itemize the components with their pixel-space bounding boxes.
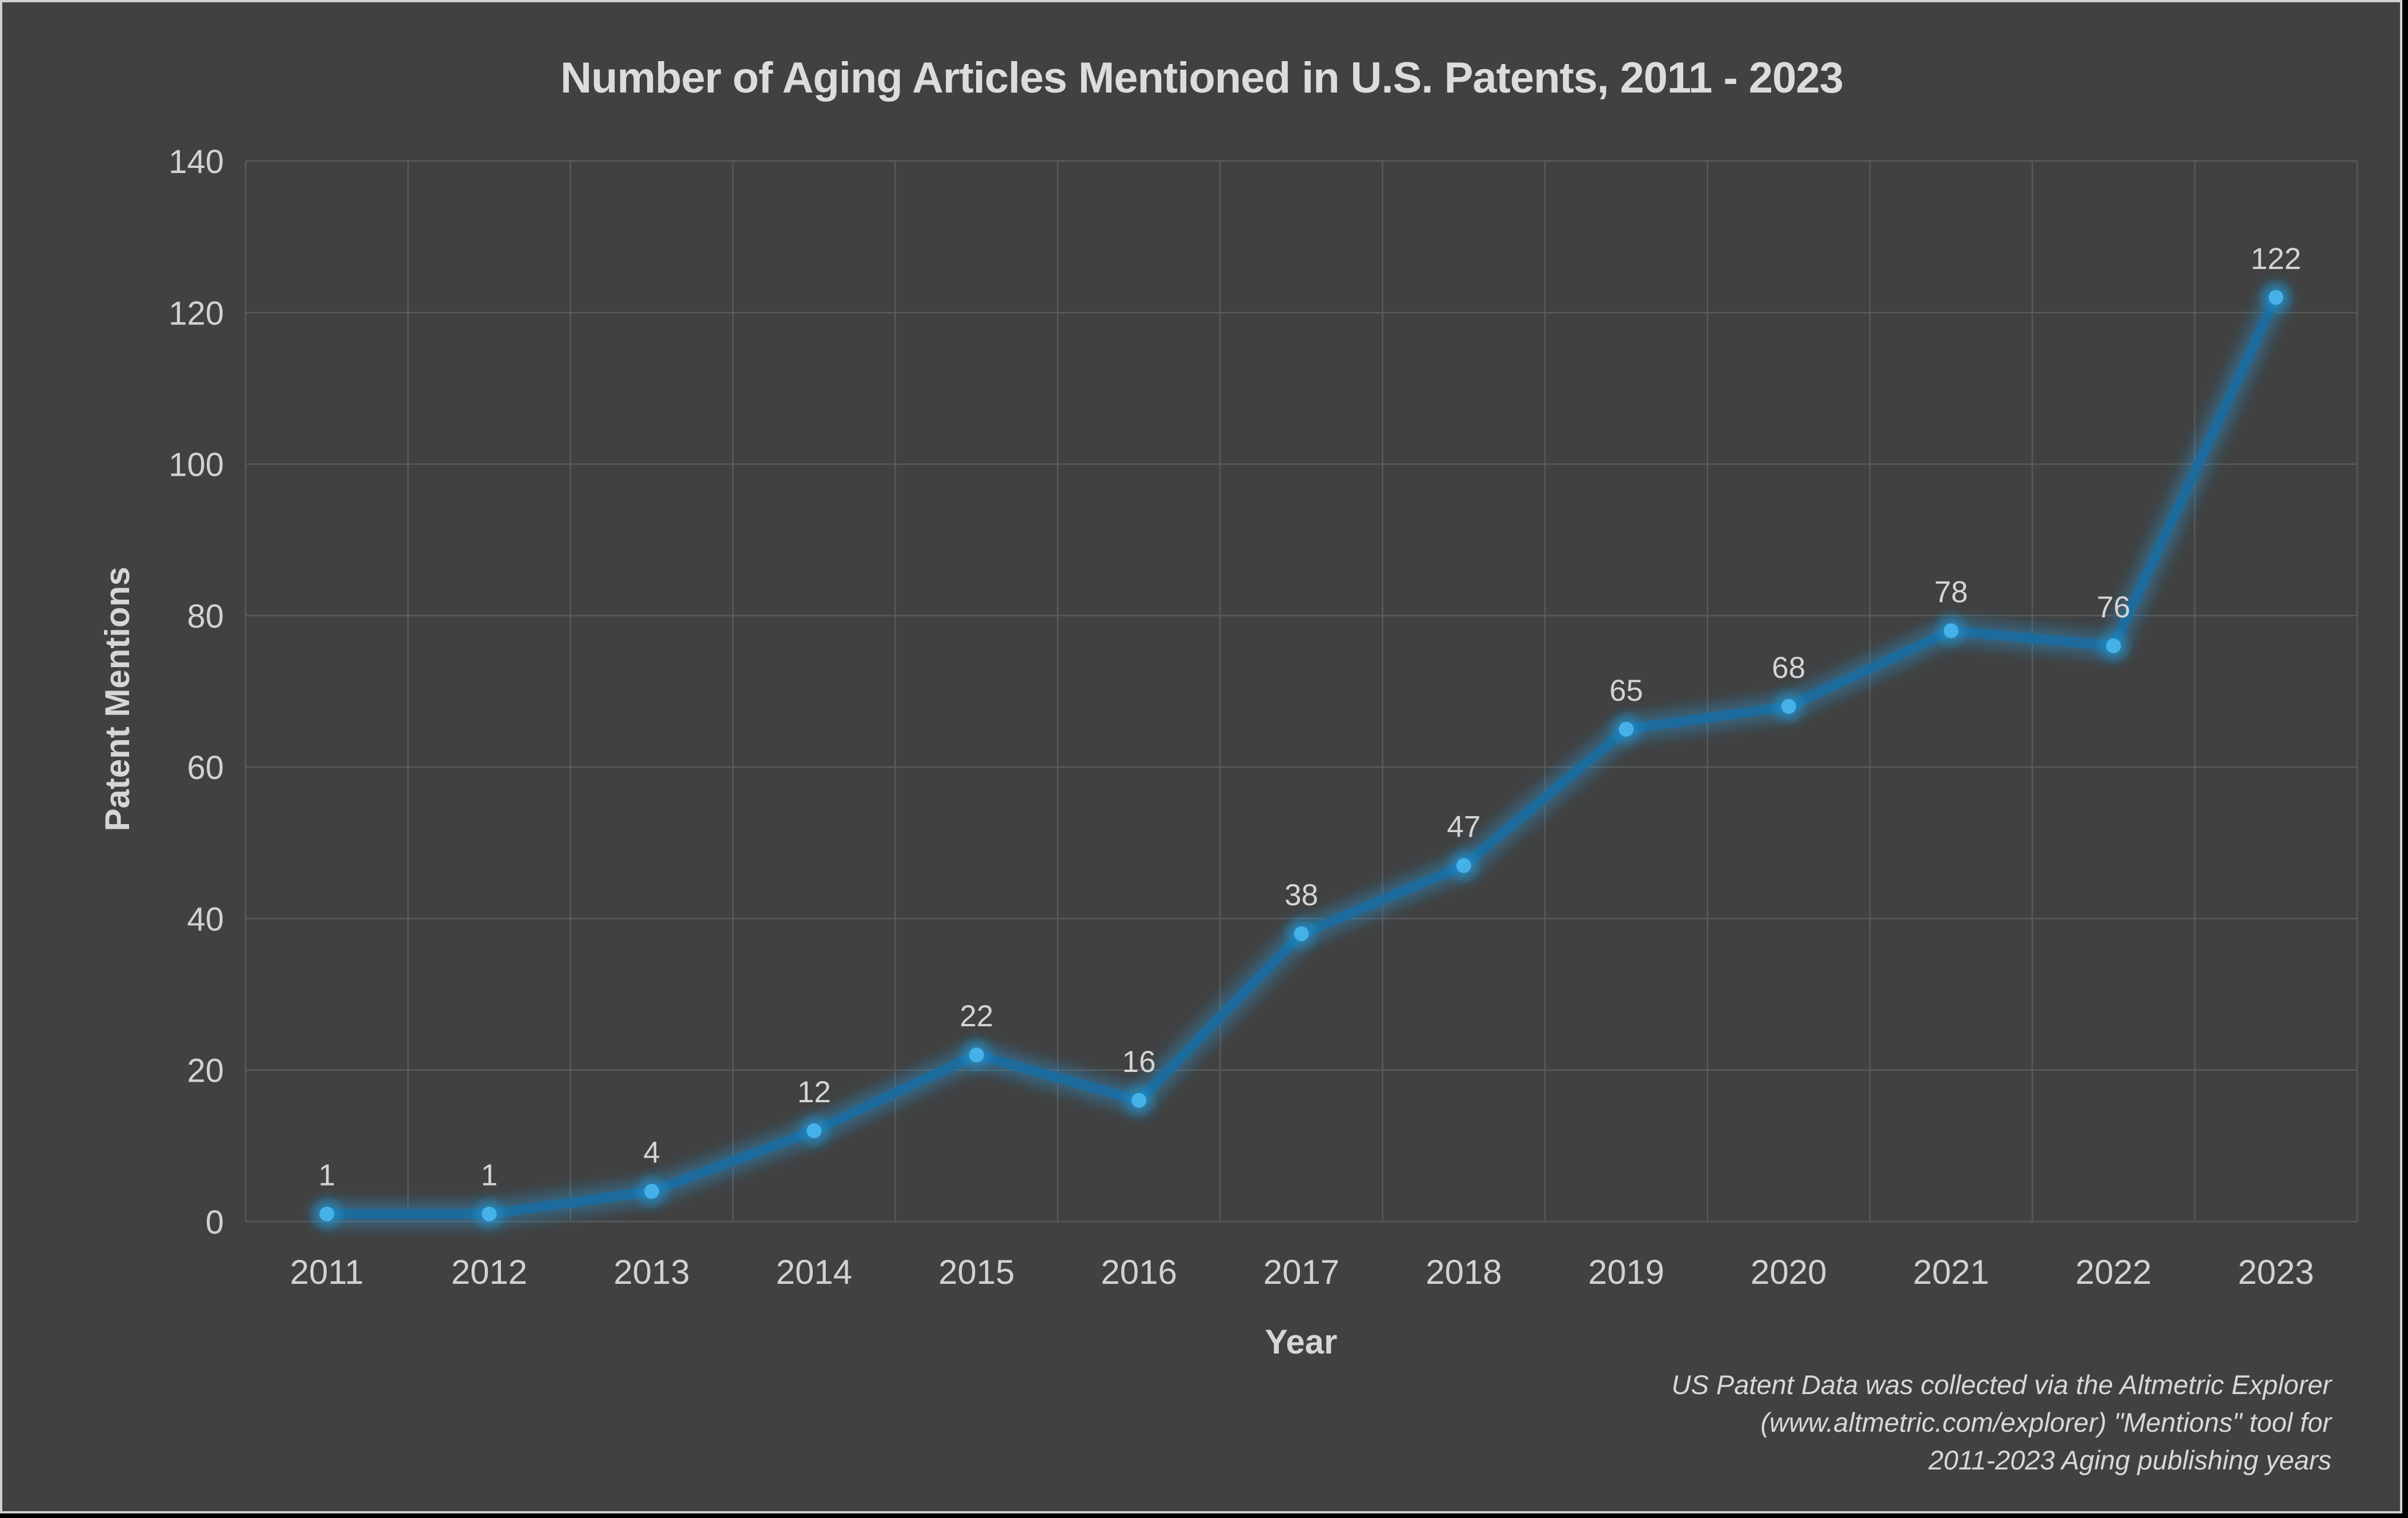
data-label: 78 [1935,575,1968,609]
data-label: 47 [1447,810,1480,844]
data-point-marker [319,1206,335,1222]
data-label: 12 [797,1075,831,1109]
x-axis-tick-labels: 2011 2012 2013 2014 2015 2016 2017 2018 2019 2020… [290,1253,2314,1291]
data-label: 1 [481,1159,497,1192]
data-labels: 1 1 4 12 22 16 38 47 65 68 78 76 122 [318,242,2301,1192]
data-point-marker [481,1206,497,1222]
data-point-marker [1294,926,1309,941]
x-axis-tick-label: 2021 [1913,1253,1989,1291]
y-axis-tick-label: 100 [168,447,224,484]
y-axis-tick-label: 0 [206,1204,224,1241]
series-patent-mentions [312,283,2290,1228]
y-axis-tick-label: 40 [187,901,224,938]
y-axis-tick-label: 140 [168,143,224,180]
data-point-marker [1131,1093,1147,1108]
y-axis-tick-labels: 0 20 40 60 80 100 120 140 [168,143,224,1241]
x-axis-title: Year [1265,1323,1338,1361]
data-label: 76 [2097,591,2130,624]
data-label: 16 [1122,1045,1156,1079]
x-axis-tick-label: 2013 [613,1253,689,1291]
data-point-marker [1781,699,1796,714]
x-axis-tick-label: 2015 [938,1253,1014,1291]
y-axis-title: Patent Mentions [98,567,137,831]
data-point-marker [1944,623,1959,638]
x-axis-tick-label: 2014 [776,1253,852,1291]
data-label: 38 [1285,878,1318,912]
data-label: 4 [643,1136,660,1170]
data-point-marker [2106,638,2121,653]
data-point-marker [1456,858,1471,873]
data-point-marker [1619,721,1634,737]
x-axis-tick-label: 2017 [1263,1253,1339,1291]
data-point-marker [644,1183,659,1199]
y-axis-tick-label: 20 [187,1053,224,1090]
line-glow [314,284,2289,1227]
x-axis-tick-label: 2018 [1426,1253,1502,1291]
footnote-line-1: US Patent Data was collected via the Alt… [1672,1370,2333,1400]
gridlines [244,160,2358,1223]
x-axis-tick-label: 2022 [2076,1253,2152,1291]
x-axis-tick-label: 2019 [1588,1253,1664,1291]
x-axis-tick-label: 2020 [1751,1253,1827,1291]
data-point-marker [2268,290,2283,305]
x-axis-tick-label: 2016 [1101,1253,1177,1291]
data-point-marker [969,1047,984,1063]
data-label: 122 [2251,242,2301,276]
data-label: 68 [1772,651,1805,685]
data-label: 65 [1610,674,1643,708]
footnote: US Patent Data was collected via the Alt… [1672,1370,2333,1475]
x-axis-tick-label: 2023 [2238,1253,2314,1291]
footnote-line-2: (www.altmetric.com/explorer) "Mentions" … [1760,1407,2333,1437]
y-axis-tick-label: 80 [187,598,224,635]
y-axis-tick-label: 120 [168,295,224,332]
data-label: 22 [960,999,993,1033]
line-path [322,292,2281,1219]
chart-title: Number of Aging Articles Mentioned in U.… [560,54,1843,102]
data-label: 1 [318,1159,335,1192]
y-axis-tick-label: 60 [187,749,224,786]
x-axis-tick-label: 2011 [290,1253,364,1291]
footnote-line-3: 2011-2023 Aging publishing years [1928,1445,2331,1475]
x-axis-tick-label: 2012 [451,1253,527,1291]
data-point-marker [806,1123,822,1138]
